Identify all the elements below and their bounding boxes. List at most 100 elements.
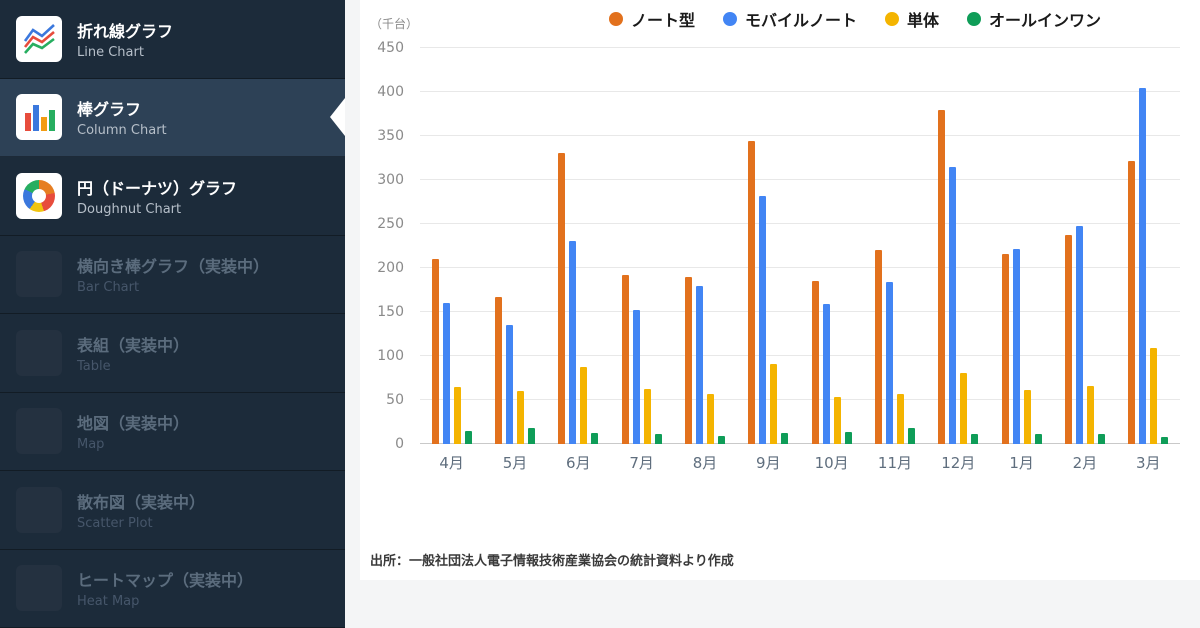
- bar-group-1月: [990, 48, 1053, 444]
- legend-label: ノート型: [630, 11, 695, 30]
- bar-モバイルノート-1月: [1012, 248, 1020, 444]
- legend-label: オールインワン: [989, 11, 1102, 30]
- bar-モバイルノート-8月: [695, 286, 703, 444]
- legend-item[interactable]: 単体: [885, 7, 939, 31]
- gridline: [420, 91, 1180, 92]
- bar-モバイルノート-2月: [1075, 225, 1083, 444]
- sidebar-item-scatter-plot: 散布図（実装中） Scatter Plot: [0, 471, 345, 550]
- x-axis-tick-label: 1月: [1009, 454, 1034, 472]
- y-axis: 0 50 100 150 200 250 300 350 400 450: [360, 40, 412, 452]
- bar-オールインワン-9月: [781, 432, 789, 444]
- bar-単体-9月: [770, 363, 778, 444]
- sidebar-item-title: 地図（実装中）: [77, 414, 190, 434]
- placeholder-icon: [16, 251, 62, 298]
- bar-モバイルノート-9月: [759, 195, 767, 444]
- x-axis-tick-label: 8月: [692, 454, 718, 472]
- y-axis-tick-label: 150: [377, 304, 404, 321]
- bar-オールインワン-12月: [971, 434, 979, 444]
- placeholder-icon: [16, 408, 62, 455]
- bar-単体-7月: [643, 388, 651, 444]
- x-axis-tick-label: 4月: [439, 454, 464, 472]
- line-chart-icon: [16, 15, 62, 62]
- sidebar-item-subtitle: Scatter Plot: [77, 515, 153, 531]
- bar-単体-10月: [833, 397, 841, 444]
- x-axis-tick-label: 6月: [566, 454, 591, 472]
- bar-モバイルノート-5月: [505, 325, 513, 444]
- bar-単体-4月: [453, 386, 461, 444]
- bar-group-3月: [1117, 48, 1180, 444]
- sidebar-item-subtitle: Doughnut Chart: [77, 201, 182, 217]
- legend-item[interactable]: オールインワン: [967, 7, 1101, 31]
- y-axis-tick-label: 100: [377, 348, 404, 364]
- bar-オールインワン-2月: [1097, 434, 1105, 444]
- bar-ノート型-8月: [684, 276, 692, 444]
- bar-group-12月: [927, 48, 990, 444]
- sidebar-item-column-chart[interactable]: 棒グラフ Column Chart: [0, 78, 345, 157]
- x-axis-tick-label: 5月: [502, 454, 528, 472]
- chart-legend: ノート型 モバイルノート 単体 オールインワン: [520, 7, 1190, 31]
- sidebar-item-title: ヒートマップ（実装中）: [77, 571, 254, 591]
- bar-ノート型-4月: [431, 259, 439, 444]
- legend-dot-icon: [885, 12, 899, 26]
- bar-ノート型-1月: [1001, 253, 1009, 444]
- y-axis-tick-label: 200: [377, 260, 404, 276]
- bar-group-10月: [800, 48, 863, 444]
- legend-item[interactable]: ノート型: [608, 7, 695, 31]
- bar-ノート型-5月: [494, 297, 502, 444]
- bar-モバイルノート-3月: [1139, 87, 1147, 444]
- bar-単体-5月: [516, 391, 524, 444]
- bar-ノート型-7月: [621, 275, 629, 444]
- bar-単体-11月: [896, 393, 904, 444]
- column-chart-icon: [16, 94, 62, 141]
- legend-label: 単体: [907, 11, 940, 30]
- bar-単体-2月: [1086, 385, 1094, 444]
- x-axis-tick-label: 10月: [814, 454, 849, 472]
- y-axis-tick-label: 0: [395, 436, 404, 452]
- bar-モバイルノート-12月: [949, 166, 957, 444]
- bar-単体-3月: [1150, 348, 1158, 444]
- placeholder-icon: [16, 565, 62, 612]
- sidebar-item-title: 散布図（実装中）: [77, 492, 206, 512]
- gridline: [420, 135, 1180, 136]
- bar-group-2月: [1053, 48, 1116, 444]
- gridline: [420, 355, 1180, 356]
- bar-ノート型-11月: [874, 250, 882, 444]
- legend-dot-icon: [608, 12, 623, 26]
- gridline: [420, 443, 1180, 444]
- bar-単体-6月: [580, 366, 588, 444]
- y-axis-tick-label: 300: [377, 172, 404, 189]
- x-axis: 4月 5月 6月 7月 8月 9月 10月 11月 12月 1月 2月 3月: [420, 452, 1180, 473]
- sidebar-item-doughnut-chart[interactable]: 円（ドーナツ）グラフ Doughnut Chart: [0, 157, 345, 236]
- sidebar-item-subtitle: Table: [77, 358, 111, 374]
- bar-オールインワン-1月: [1034, 434, 1042, 444]
- y-axis-unit-label: （千台）: [370, 17, 419, 31]
- sidebar-item-title: 折れ線グラフ: [77, 21, 174, 41]
- bar-オールインワン-4月: [464, 430, 472, 444]
- bar-オールインワン-8月: [717, 436, 725, 444]
- y-axis-tick-label: 350: [377, 128, 404, 144]
- gridline: [420, 47, 1180, 48]
- bar-オールインワン-3月: [1161, 436, 1169, 444]
- bar-group-5月: [483, 48, 546, 444]
- legend-dot-icon: [967, 12, 982, 26]
- y-axis-tick-label: 50: [386, 392, 404, 408]
- sidebar-item-subtitle: Column Chart: [77, 123, 167, 139]
- x-axis-tick-label: 2月: [1072, 454, 1098, 472]
- bar-単体-12月: [960, 372, 968, 444]
- bar-単体-1月: [1023, 390, 1031, 444]
- sidebar-item-bar-chart: 横向き棒グラフ（実装中） Bar Chart: [0, 236, 345, 314]
- sidebar-item-subtitle: Bar Chart: [77, 280, 140, 296]
- sidebar: 折れ線グラフ Line Chart 棒グラフ Column Chart 円（ドー…: [0, 0, 345, 628]
- sidebar-item-heat-map: ヒートマップ（実装中） Heat Map: [0, 550, 345, 628]
- column-chart: ノート型 モバイルノート 単体 オールインワン （千台） 0 50 100 150 200 25…: [360, 0, 1200, 580]
- y-axis-tick-label: 250: [377, 216, 404, 232]
- sidebar-item-title: 円（ドーナツ）グラフ: [77, 178, 238, 198]
- legend-item[interactable]: モバイルノート: [722, 7, 857, 31]
- bar-オールインワン-5月: [527, 428, 535, 444]
- bar-group-7月: [610, 48, 673, 444]
- bar-ノート型-10月: [811, 281, 819, 444]
- bar-group-11月: [863, 48, 926, 444]
- legend-dot-icon: [722, 12, 737, 26]
- sidebar-item-title: 棒グラフ: [77, 100, 142, 120]
- sidebar-item-line-chart[interactable]: 折れ線グラフ Line Chart: [0, 0, 345, 79]
